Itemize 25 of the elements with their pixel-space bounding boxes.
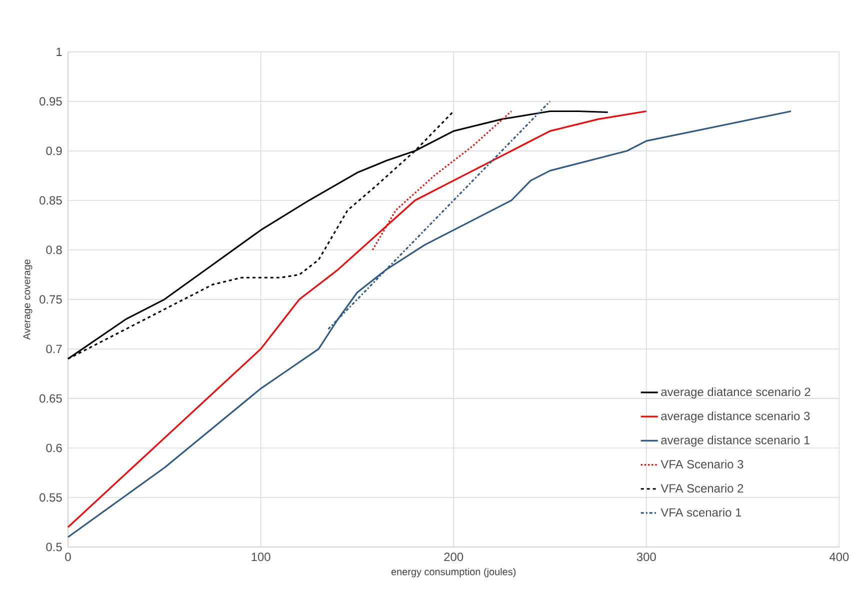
legend-label: VFA Scenario 3 [660,460,744,468]
x-axis-title: energy consumption (joules) [391,568,516,578]
y-tick-label: 0.7 [46,344,62,354]
y-tick-label: 1 [56,48,62,56]
x-tick-label: 300 [636,552,656,562]
y-tick-label: 0.65 [40,394,62,403]
y-tick-label: 0.75 [40,295,62,304]
line-series [67,110,648,528]
y-tick-label: 0.9 [46,146,62,156]
x-tick-label: 0 [65,552,71,562]
y-tick-label: 0.6 [46,444,62,452]
y-axis-title: Average coverage [23,260,32,340]
y-tick-label: 0.85 [40,196,62,205]
x-tick-label: 200 [444,552,464,562]
y-tick-label: 0.8 [46,246,62,254]
legend-label: average distance scenario 1 [661,436,810,447]
y-tick-label: 0.95 [40,97,62,106]
y-tick-label: 0.5 [46,542,62,552]
y-tick-label: 0.55 [40,493,62,502]
legend-label: average distance scenario 3 [661,411,810,423]
x-tick-label: 100 [252,552,270,562]
legend-label: average diatance scenario 2 [661,387,810,399]
legend-label: VFA Scenario 2 [660,484,744,493]
legend-label: VFA scenario 1 [660,508,742,517]
x-tick-label: 400 [829,552,849,562]
